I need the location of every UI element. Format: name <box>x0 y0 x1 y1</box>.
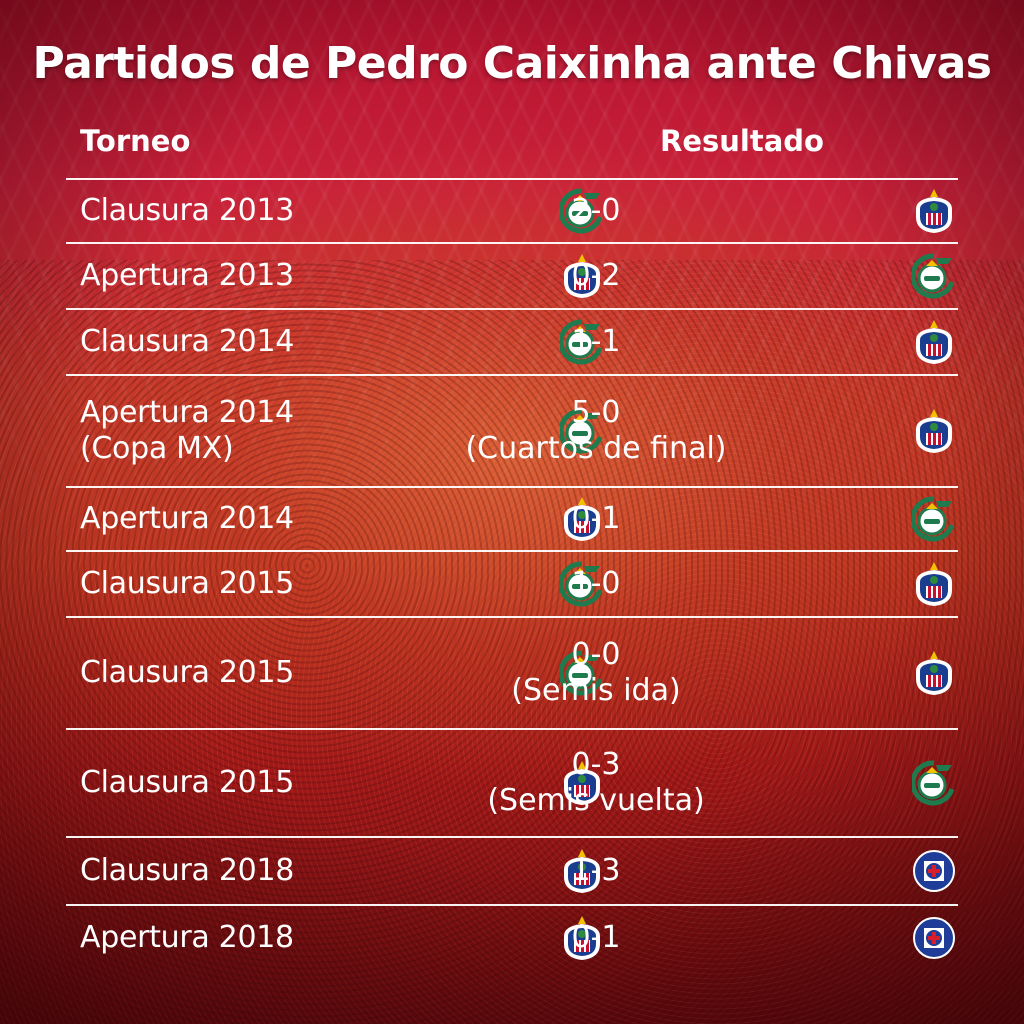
match-stage: (Semis vuelta) <box>487 783 705 818</box>
table-row: Apertura 2018 0-1 <box>66 904 958 970</box>
chivas-logo-icon <box>912 318 956 366</box>
score: 2-0 <box>571 193 621 228</box>
cruz-azul-logo-icon <box>912 914 956 962</box>
torneo-label: Clausura 2015 <box>80 655 295 690</box>
score: 0-2 <box>571 258 621 293</box>
score: 5-0 <box>571 395 621 430</box>
torneo-label: Apertura 2018 <box>80 920 294 955</box>
torneo-label: Apertura 2014 <box>80 501 294 536</box>
resultado-cell: 1-3 <box>451 838 741 904</box>
table-row: Clausura 2015 1-0 <box>66 550 958 616</box>
column-header-torneo: Torneo <box>80 124 191 158</box>
chivas-logo-icon <box>912 560 956 608</box>
torneo-cell: Clausura 2018 <box>80 838 294 904</box>
page-title: Partidos de Pedro Caixinha ante Chivas <box>32 38 992 89</box>
resultado-cell: 1-0 <box>451 552 741 616</box>
table-header: Torneo Resultado <box>80 124 958 174</box>
torneo-cell: Clausura 2015 <box>80 730 294 836</box>
score: 1-1 <box>571 324 621 359</box>
torneo-label: Apertura 2014 <box>80 395 294 430</box>
matches-table: Clausura 2013 2-0 Apertura 2013 0-2 Clau… <box>66 178 958 970</box>
santos-logo-icon <box>560 187 604 235</box>
santos-logo-icon <box>912 252 956 300</box>
table-row: Apertura 2014 0-1 <box>66 486 958 550</box>
chivas-logo-icon <box>912 649 956 697</box>
torneo-sublabel: (Copa MX) <box>80 431 234 466</box>
table-row: Clausura 2015 0-3 (Semis vuelta) <box>66 728 958 836</box>
table-row: Clausura 2013 2-0 <box>66 178 958 242</box>
column-header-resultado: Resultado <box>660 124 824 158</box>
torneo-label: Clausura 2013 <box>80 193 295 228</box>
santos-logo-icon <box>560 407 604 455</box>
score: 0-1 <box>571 501 621 536</box>
chivas-logo-icon <box>560 759 604 807</box>
torneo-cell: Clausura 2014 <box>80 310 294 374</box>
santos-logo-icon <box>912 495 956 543</box>
chivas-logo-icon <box>560 495 604 543</box>
torneo-label: Clausura 2014 <box>80 324 295 359</box>
torneo-label: Clausura 2015 <box>80 566 295 601</box>
santos-logo-icon <box>560 560 604 608</box>
torneo-cell: Apertura 2014 <box>80 488 294 550</box>
table-row: Clausura 2018 1-3 <box>66 836 958 904</box>
torneo-cell: Apertura 2018 <box>80 906 294 970</box>
santos-logo-icon <box>560 318 604 366</box>
resultado-cell: 0-1 <box>451 488 741 550</box>
chivas-logo-icon <box>560 914 604 962</box>
score: 0-1 <box>571 920 621 955</box>
chivas-logo-icon <box>912 187 956 235</box>
cruz-azul-logo-icon <box>912 847 956 895</box>
match-stage: (Semis ida) <box>511 673 681 708</box>
santos-logo-icon <box>912 759 956 807</box>
resultado-cell: 5-0 (Cuartos de final) <box>451 376 741 486</box>
torneo-cell: Clausura 2015 <box>80 618 294 728</box>
chivas-logo-icon <box>912 407 956 455</box>
table-row: Apertura 2013 0-2 <box>66 242 958 308</box>
resultado-cell: 0-1 <box>451 906 741 970</box>
resultado-cell: 0-0 (Semis ida) <box>451 618 741 728</box>
score: 1-0 <box>571 566 621 601</box>
chivas-logo-icon <box>560 252 604 300</box>
santos-logo-icon <box>560 649 604 697</box>
score: 1-3 <box>571 853 621 888</box>
torneo-label: Clausura 2015 <box>80 765 295 800</box>
torneo-cell: Apertura 2013 <box>80 244 294 308</box>
score: 0-0 <box>571 637 621 672</box>
torneo-label: Apertura 2013 <box>80 258 294 293</box>
match-stage: (Cuartos de final) <box>465 431 727 466</box>
score: 0-3 <box>571 747 621 782</box>
torneo-cell: Apertura 2014 (Copa MX) <box>80 376 294 486</box>
table-row: Apertura 2014 (Copa MX) 5-0 (Cuartos de … <box>66 374 958 486</box>
resultado-cell: 2-0 <box>451 180 741 242</box>
resultado-cell: 0-2 <box>451 244 741 308</box>
resultado-cell: 0-3 (Semis vuelta) <box>451 730 741 836</box>
torneo-label: Clausura 2018 <box>80 853 295 888</box>
chivas-logo-icon <box>560 847 604 895</box>
table-row: Clausura 2015 0-0 (Semis ida) <box>66 616 958 728</box>
torneo-cell: Clausura 2015 <box>80 552 294 616</box>
table-row: Clausura 2014 1-1 <box>66 308 958 374</box>
torneo-cell: Clausura 2013 <box>80 180 294 242</box>
resultado-cell: 1-1 <box>451 310 741 374</box>
